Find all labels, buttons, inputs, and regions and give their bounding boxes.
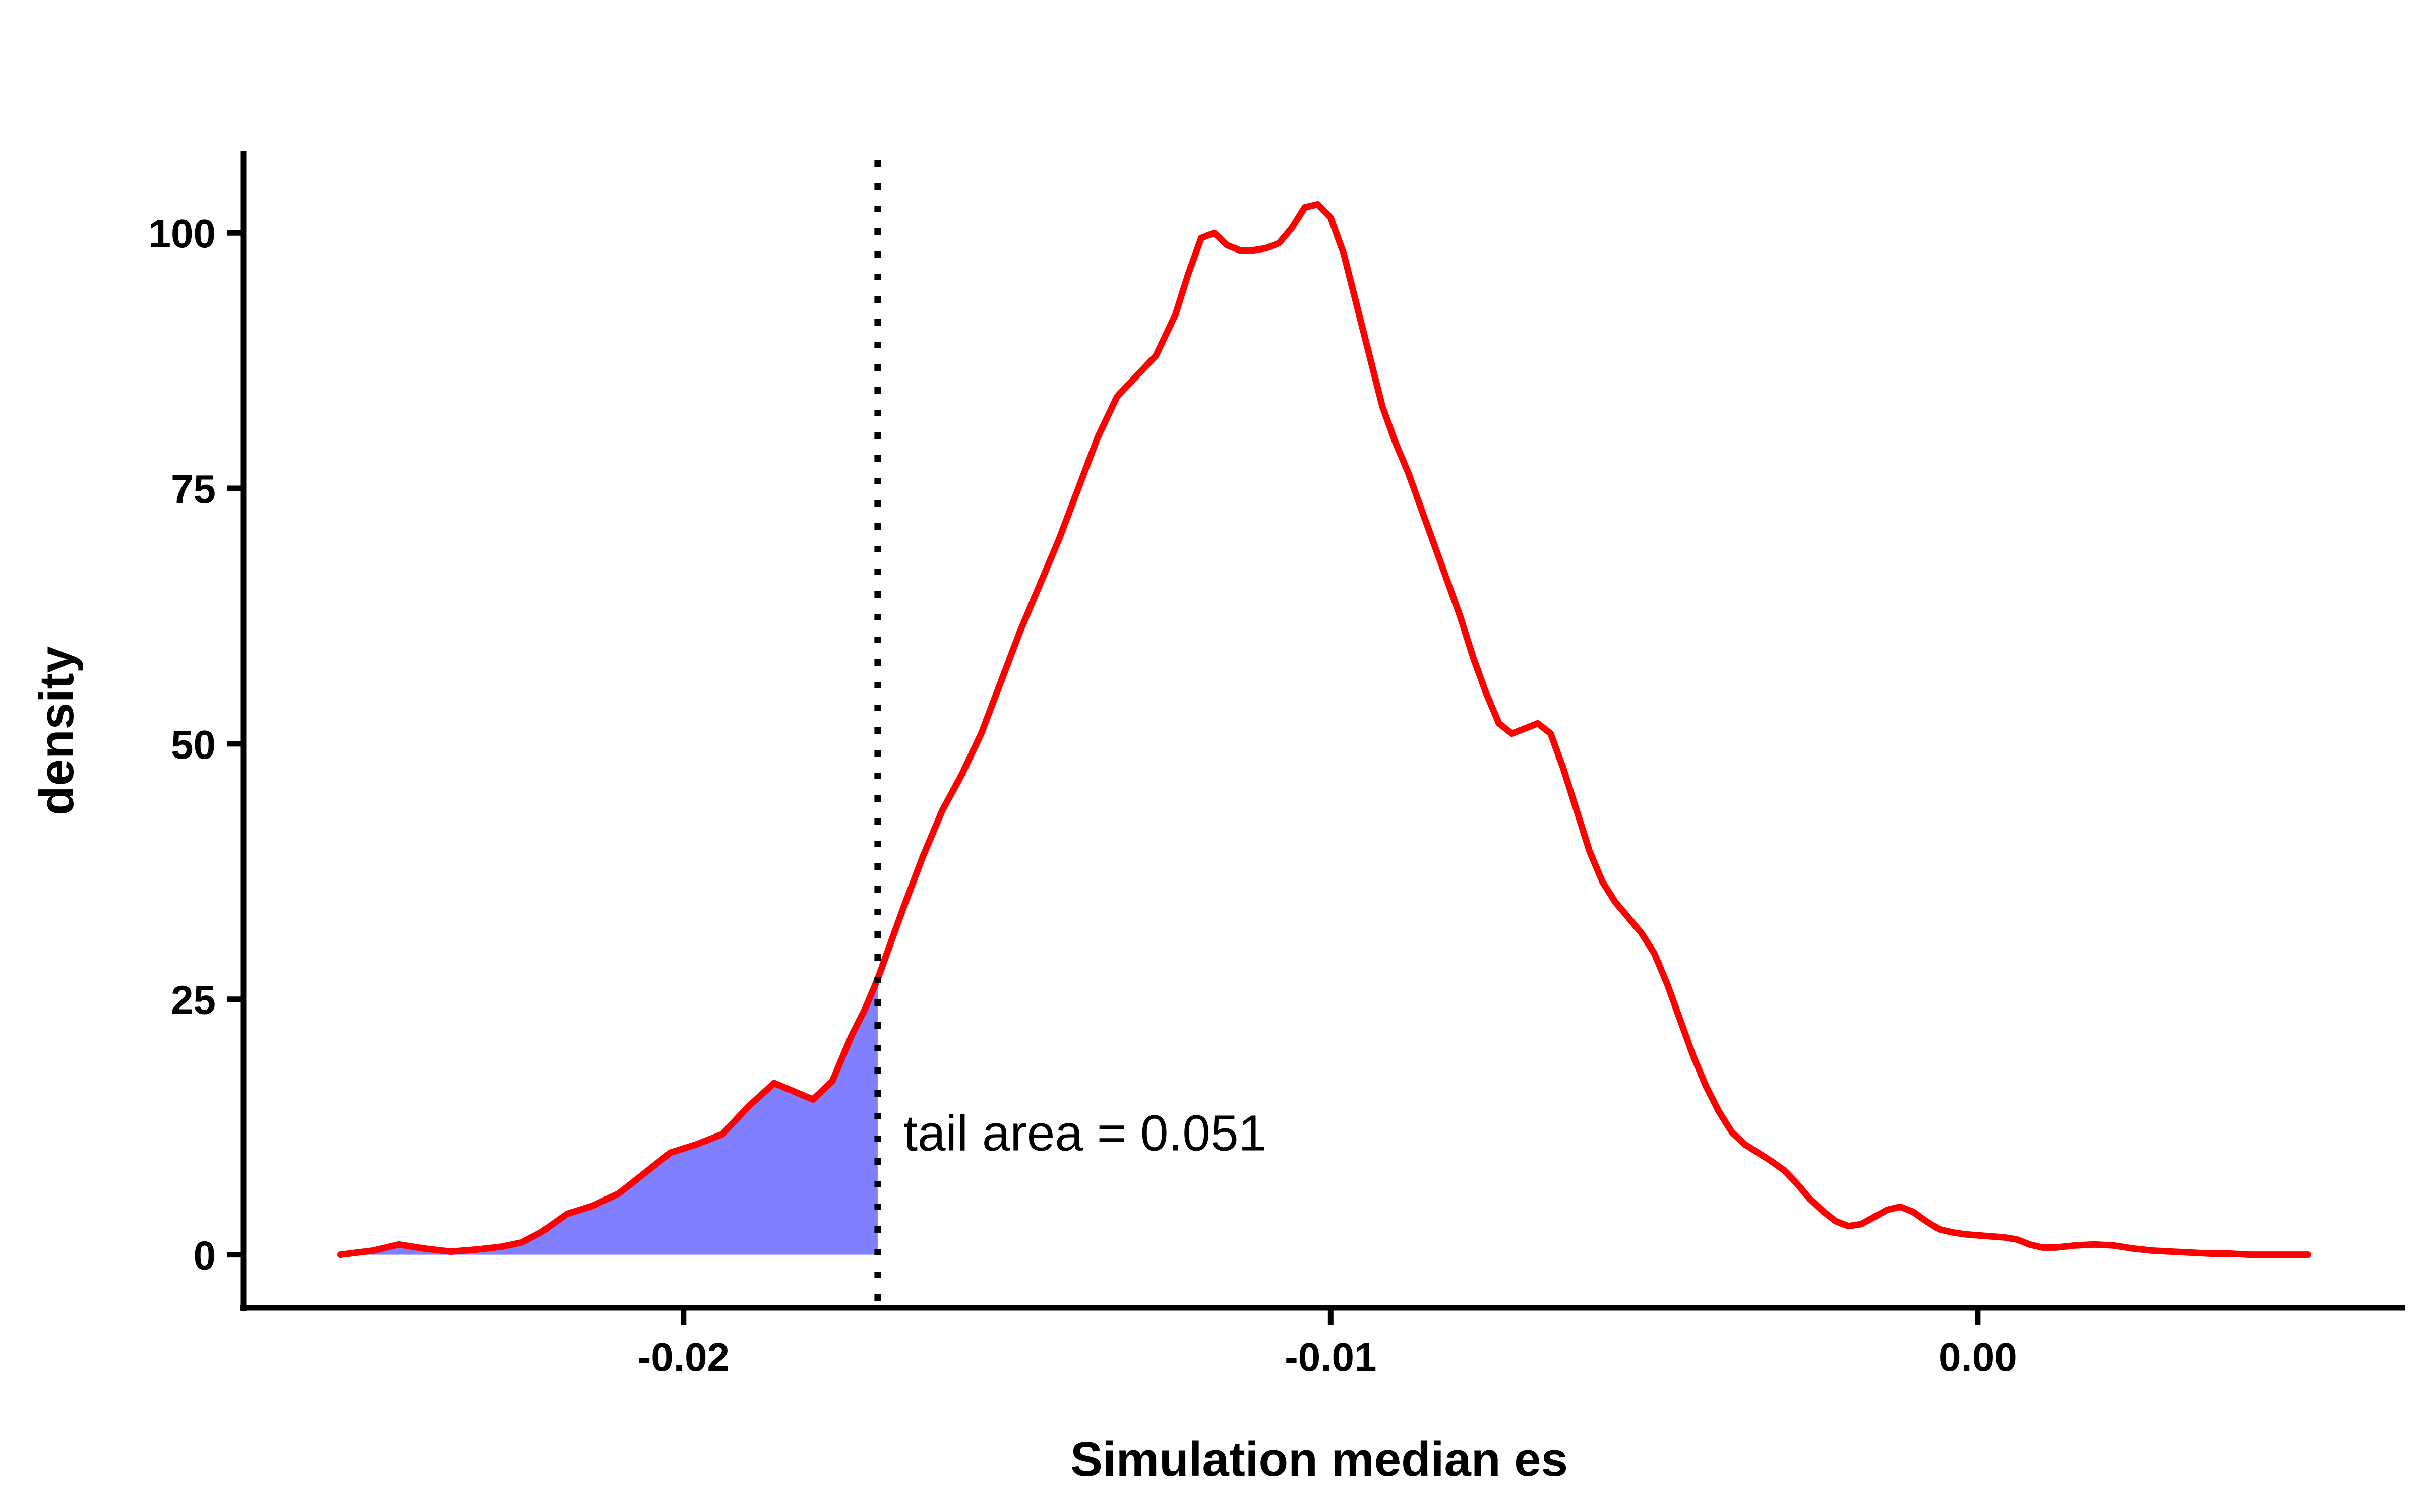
- y-tick-label: 100: [149, 211, 216, 256]
- y-tick-label: 0: [194, 1233, 216, 1278]
- tail-area-annotation: tail area = 0.051: [903, 1105, 1266, 1161]
- axes: -0.02 -0.01 0.00 0 25 50 75 100: [149, 151, 2405, 1379]
- x-tick-label: 0.00: [1939, 1335, 2017, 1379]
- y-ticks: 0 25 50 75 100: [149, 211, 244, 1278]
- tail-area-fill: [340, 979, 878, 1255]
- x-tick-label: -0.01: [1285, 1335, 1376, 1379]
- x-axis-title: Simulation median es: [1070, 1432, 1568, 1486]
- density-curve-layer: [337, 201, 2311, 1258]
- x-ticks: -0.02 -0.01 0.00: [638, 1308, 2017, 1379]
- x-tick-label: -0.02: [638, 1335, 730, 1379]
- y-tick-label: 50: [171, 722, 216, 767]
- y-tick-label: 75: [171, 467, 216, 512]
- y-tick-label: 25: [171, 978, 216, 1023]
- y-axis-title: density: [30, 646, 84, 815]
- tail-area-layer: [340, 979, 878, 1255]
- density-curve: [337, 201, 2311, 1258]
